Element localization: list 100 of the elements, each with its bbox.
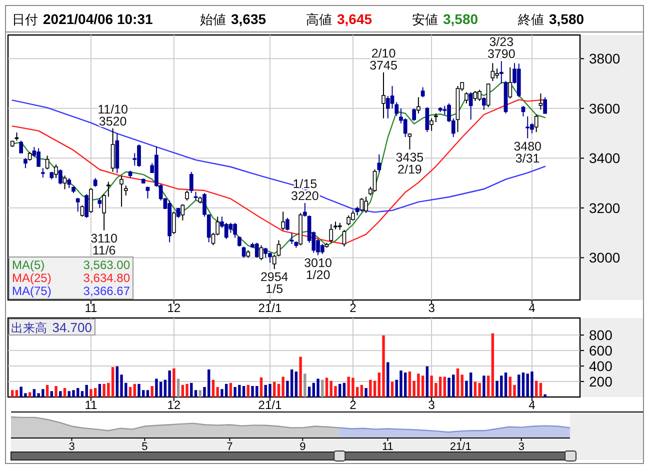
- candlestick: [538, 92, 543, 110]
- annotation: 1/15 3220: [291, 176, 319, 203]
- bar: [133, 384, 136, 397]
- y-tick-label: 400: [589, 358, 613, 374]
- bar: [111, 367, 114, 397]
- bar: [72, 390, 75, 397]
- bar: [443, 376, 446, 397]
- candlestick: [98, 197, 102, 208]
- bar: [138, 384, 140, 397]
- candlestick: [364, 196, 368, 214]
- bar: [382, 335, 385, 397]
- bar: [386, 362, 390, 397]
- candlestick: [185, 190, 189, 201]
- bar: [478, 382, 481, 397]
- candlestick: [425, 106, 430, 133]
- candlestick: [499, 60, 504, 84]
- bar: [172, 368, 176, 397]
- candlestick: [264, 247, 268, 258]
- x-tick-label: 3: [428, 398, 436, 412]
- bar: [176, 378, 180, 397]
- x-tick-label: 3: [428, 301, 436, 315]
- candlestick: [24, 158, 28, 169]
- x-tick-label: 3: [68, 441, 75, 453]
- candlestick: [242, 246, 246, 258]
- y-tick-label: 3600: [589, 100, 620, 116]
- candlestick: [464, 92, 468, 104]
- x-tick-label: 21/1: [258, 398, 282, 412]
- x-tick-label: 3: [518, 441, 524, 453]
- candlestick: [508, 66, 512, 99]
- text: 始値 3,635: [200, 11, 266, 27]
- candlestick: [534, 114, 538, 133]
- candlestick: [360, 197, 364, 212]
- bar: [32, 389, 36, 397]
- bar: [15, 390, 18, 397]
- bar: [168, 370, 171, 397]
- bar: [400, 370, 402, 397]
- x-tick-label: 11: [84, 301, 98, 315]
- candlestick: [41, 168, 45, 178]
- candlestick: [67, 178, 72, 189]
- text: MA(75) 3,366.67: [12, 284, 130, 298]
- bar: [98, 384, 102, 397]
- text: 日付 2021/04/06 10:31: [12, 11, 153, 27]
- y-tick-label: 800: [589, 327, 613, 344]
- candlestick: [290, 232, 294, 245]
- candlestick: [412, 108, 416, 122]
- annotation: 2954 1/5: [260, 270, 288, 296]
- x-tick-label: 21/1: [450, 441, 472, 453]
- x-tick-label: 2: [350, 301, 357, 315]
- annotation: 2/10 3745: [370, 46, 398, 72]
- candlestick: [408, 132, 412, 150]
- text: 安値 3,580: [412, 11, 478, 27]
- bar: [421, 376, 424, 397]
- bar: [94, 388, 97, 397]
- bar: [469, 372, 472, 397]
- bar: [474, 382, 477, 397]
- candlestick: [110, 128, 115, 172]
- bar: [59, 391, 62, 397]
- annotation: 3010 1/20: [304, 256, 332, 282]
- y-tick-label: 3000: [589, 250, 620, 266]
- candlestick: [45, 155, 50, 170]
- candlestick: [228, 222, 233, 234]
- bar: [491, 333, 494, 397]
- bar: [338, 384, 342, 397]
- bar: [404, 372, 407, 397]
- bar: [369, 380, 372, 397]
- candlestick: [124, 185, 128, 196]
- x-tick-label: 4: [528, 301, 536, 315]
- candlestick: [342, 229, 346, 247]
- bar: [448, 378, 450, 397]
- x-tick-label: 5: [142, 441, 148, 453]
- candlestick: [120, 175, 124, 208]
- candlestick: [281, 211, 286, 231]
- candlestick: [486, 83, 490, 108]
- bar: [268, 384, 272, 397]
- annotation: 3435 2/19: [396, 150, 424, 176]
- x-tick-label: 4: [528, 398, 536, 412]
- x-tick-label: 12: [167, 398, 181, 412]
- bar: [190, 382, 193, 397]
- annotation: 3110 11/6: [90, 231, 118, 258]
- annotation: 11/10 3520: [98, 102, 128, 128]
- y-tick-label: 3200: [589, 200, 620, 216]
- candlestick: [106, 181, 110, 198]
- x-tick-label: 7: [226, 441, 233, 453]
- candlestick: [80, 204, 84, 218]
- candlestick: [403, 118, 408, 138]
- bar: [364, 388, 368, 397]
- text: MA(5) 3,563.00: [12, 258, 130, 272]
- candlestick: [224, 222, 228, 240]
- bar: [212, 380, 215, 397]
- bar: [408, 372, 412, 397]
- candlestick: [237, 236, 242, 247]
- candlestick: [259, 244, 264, 261]
- candlestick: [382, 72, 386, 119]
- bar: [242, 386, 246, 397]
- text: 終値 3,580: [517, 11, 584, 27]
- bar: [224, 384, 228, 397]
- bar: [426, 366, 429, 397]
- candlestick: [54, 164, 58, 179]
- bar: [321, 380, 324, 397]
- candlestick: [482, 96, 486, 110]
